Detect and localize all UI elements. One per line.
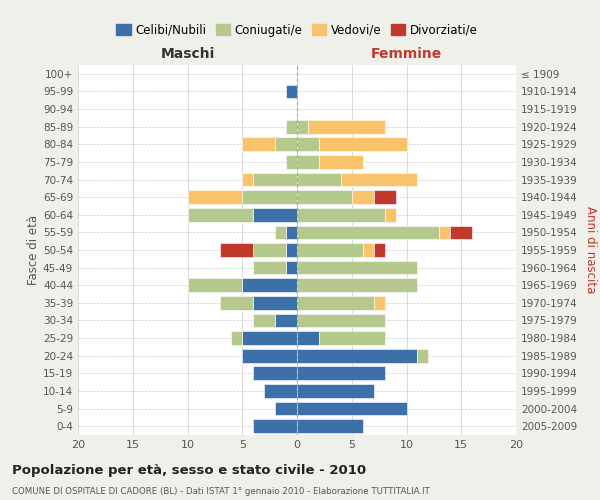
Bar bbox=[374, 190, 395, 204]
Bar bbox=[297, 349, 418, 362]
Bar bbox=[341, 172, 418, 186]
Bar bbox=[297, 243, 362, 257]
Bar bbox=[374, 243, 385, 257]
Bar bbox=[297, 366, 385, 380]
Bar bbox=[242, 349, 297, 362]
Bar bbox=[275, 138, 297, 151]
Bar bbox=[439, 226, 450, 239]
Bar bbox=[253, 260, 286, 274]
Bar bbox=[362, 243, 374, 257]
Text: Maschi: Maschi bbox=[160, 48, 215, 62]
Bar bbox=[242, 172, 253, 186]
Bar bbox=[220, 243, 253, 257]
Bar bbox=[297, 278, 418, 292]
Bar bbox=[297, 120, 308, 134]
Text: Popolazione per età, sesso e stato civile - 2010: Popolazione per età, sesso e stato civil… bbox=[12, 464, 366, 477]
Bar bbox=[286, 155, 297, 169]
Bar bbox=[275, 402, 297, 415]
Bar bbox=[297, 402, 407, 415]
Bar bbox=[352, 190, 374, 204]
Bar bbox=[308, 120, 385, 134]
Bar bbox=[450, 226, 472, 239]
Bar bbox=[385, 208, 395, 222]
Bar bbox=[374, 296, 385, 310]
Bar bbox=[319, 155, 362, 169]
Bar bbox=[286, 226, 297, 239]
Bar bbox=[253, 366, 297, 380]
Bar bbox=[253, 172, 297, 186]
Bar bbox=[275, 226, 286, 239]
Bar bbox=[319, 138, 407, 151]
Bar bbox=[253, 208, 297, 222]
Bar bbox=[319, 331, 385, 345]
Bar bbox=[297, 331, 319, 345]
Legend: Celibi/Nubili, Coniugati/e, Vedovi/e, Divorziati/e: Celibi/Nubili, Coniugati/e, Vedovi/e, Di… bbox=[112, 19, 482, 42]
Bar bbox=[297, 296, 374, 310]
Bar bbox=[297, 172, 341, 186]
Bar bbox=[242, 278, 297, 292]
Bar bbox=[253, 314, 275, 328]
Bar bbox=[297, 420, 362, 433]
Text: Femmine: Femmine bbox=[371, 48, 442, 62]
Bar bbox=[286, 84, 297, 98]
Bar bbox=[220, 296, 253, 310]
Bar bbox=[187, 190, 242, 204]
Bar bbox=[242, 331, 297, 345]
Bar bbox=[297, 138, 319, 151]
Bar bbox=[253, 420, 297, 433]
Bar bbox=[297, 260, 418, 274]
Bar bbox=[286, 260, 297, 274]
Bar bbox=[232, 331, 242, 345]
Bar bbox=[297, 208, 385, 222]
Bar bbox=[253, 243, 286, 257]
Y-axis label: Fasce di età: Fasce di età bbox=[27, 215, 40, 285]
Bar bbox=[297, 190, 352, 204]
Bar bbox=[418, 349, 428, 362]
Bar bbox=[275, 314, 297, 328]
Y-axis label: Anni di nascita: Anni di nascita bbox=[584, 206, 597, 294]
Bar bbox=[187, 208, 253, 222]
Text: COMUNE DI OSPITALE DI CADORE (BL) - Dati ISTAT 1° gennaio 2010 - Elaborazione TU: COMUNE DI OSPITALE DI CADORE (BL) - Dati… bbox=[12, 488, 430, 496]
Bar bbox=[297, 314, 385, 328]
Bar bbox=[297, 226, 439, 239]
Bar bbox=[264, 384, 297, 398]
Bar bbox=[187, 278, 242, 292]
Bar bbox=[286, 243, 297, 257]
Bar bbox=[242, 190, 297, 204]
Bar bbox=[297, 384, 374, 398]
Bar bbox=[253, 296, 297, 310]
Bar bbox=[297, 155, 319, 169]
Bar bbox=[286, 120, 297, 134]
Bar bbox=[242, 138, 275, 151]
